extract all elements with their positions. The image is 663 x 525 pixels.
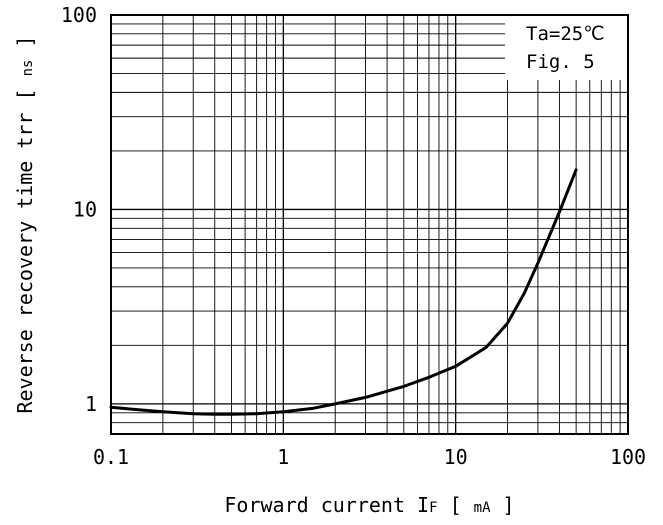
y-tick-label: 10 (73, 197, 97, 221)
y-tick-label: 1 (85, 392, 97, 416)
x-axis-label-main: Forward current I (224, 493, 429, 517)
annotation-box (505, 16, 627, 80)
tick-labels: 0.1 1 10 100 1 10 100 (61, 3, 646, 469)
plot-frame (110, 14, 629, 435)
y-axis-label-unit: ns (20, 60, 36, 77)
x-axis-label: Forward current IF [ mA ] (224, 493, 514, 517)
x-tick-label: 0.1 (93, 445, 129, 469)
y-axis-label: Reverse recovery time trr [ ns ] (13, 35, 37, 413)
y-tick-label: 100 (61, 3, 97, 27)
x-axis-label-unit: mA (474, 500, 491, 516)
x-axis-label-bracket-open: [ (438, 493, 474, 517)
annotation-temperature: Ta=25℃ (526, 23, 605, 45)
x-tick-label: 100 (610, 445, 646, 469)
y-axis-label-main: Reverse recovery time trr (13, 113, 37, 414)
y-axis-label-bracket-close: ] (13, 35, 37, 59)
series-line (109, 168, 578, 416)
x-axis-label-bracket-close: ] (491, 493, 515, 517)
annotation-figure-number: Fig. 5 (526, 51, 595, 73)
x-tick-label: 10 (444, 445, 468, 469)
x-axis-label-subscript: F (429, 500, 437, 516)
x-tick-label: 1 (277, 445, 289, 469)
y-axis-label-bracket-open: [ (13, 76, 37, 112)
